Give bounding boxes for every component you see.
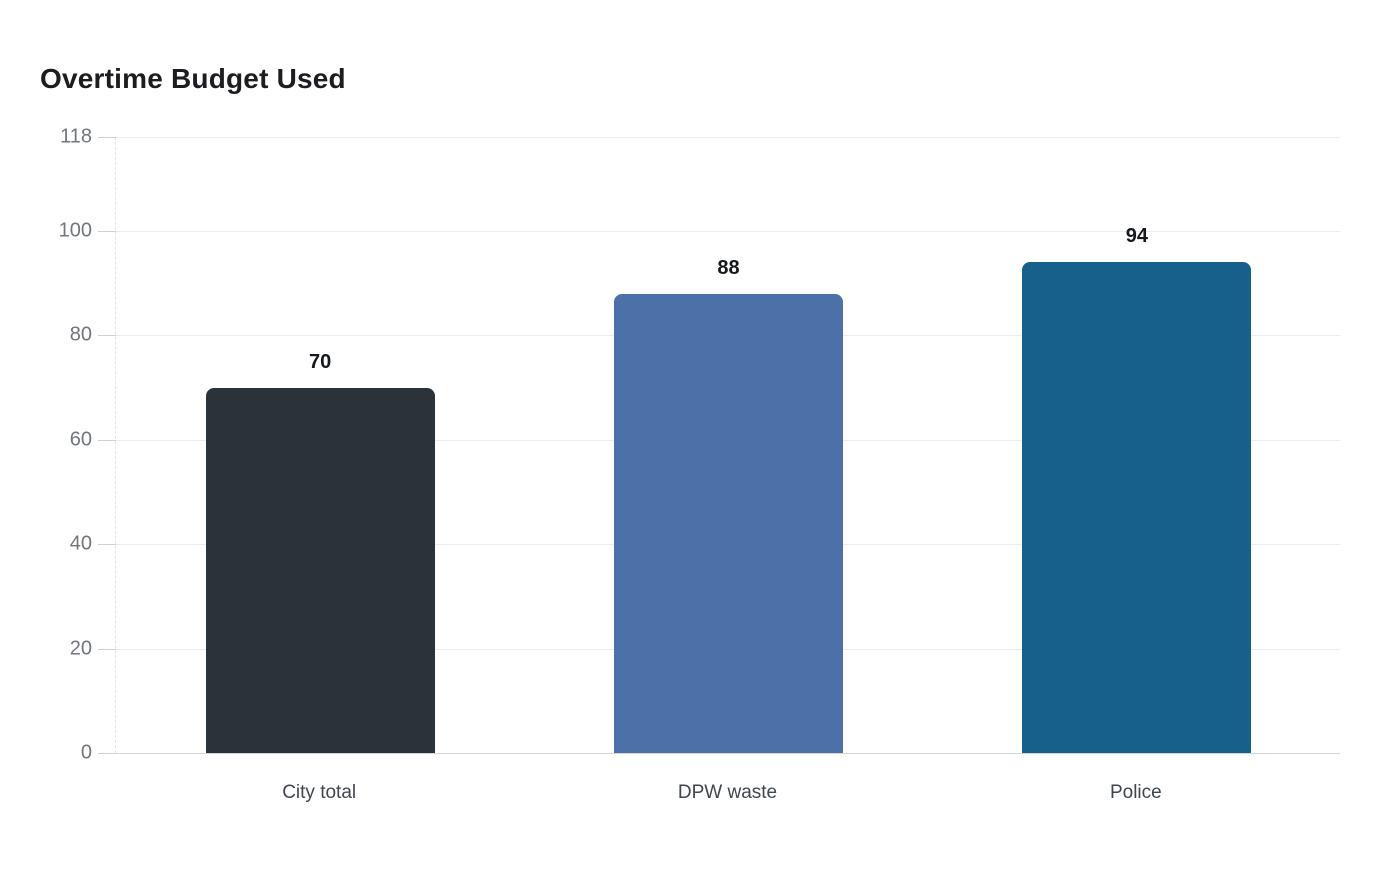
y-tick-mark: [98, 648, 116, 650]
x-category-label: Police: [1109, 782, 1162, 803]
y-tick-label-118: 118: [60, 125, 92, 148]
bar-police[interactable]: [1022, 262, 1252, 753]
y-tick-mark: [98, 544, 116, 546]
plot-area: 70 88 94: [98, 137, 1340, 754]
bar-dpw-waste[interactable]: [614, 293, 843, 753]
bar-value-label: 70: [309, 350, 332, 373]
x-category-label: DPW waste: [677, 782, 778, 803]
y-tick-mark: [98, 230, 116, 232]
bar-value-label: 94: [1125, 225, 1148, 248]
y-tick-label-40: 40: [69, 532, 92, 555]
y-tick-mark: [98, 335, 116, 337]
x-category-label: City total: [282, 782, 357, 803]
y-tick-label-60: 60: [69, 428, 92, 451]
bar-city-total[interactable]: [205, 387, 435, 753]
y-tick-label-80: 80: [69, 323, 92, 346]
x-axis-baseline: [98, 753, 1340, 754]
y-tick-mark: [98, 439, 116, 441]
y-tick-mark: [98, 753, 116, 754]
bar-value-label: 88: [717, 256, 740, 279]
gridline-y-100: [98, 230, 1340, 232]
y-tick-label-20: 20: [69, 637, 92, 660]
gridline-y-118: [98, 137, 1340, 138]
y-tick-label-100: 100: [58, 219, 92, 242]
y-tick-label-0: 0: [80, 741, 92, 764]
y-tick-mark: [98, 137, 116, 138]
chart-title: Overtime Budget Used: [40, 63, 346, 94]
